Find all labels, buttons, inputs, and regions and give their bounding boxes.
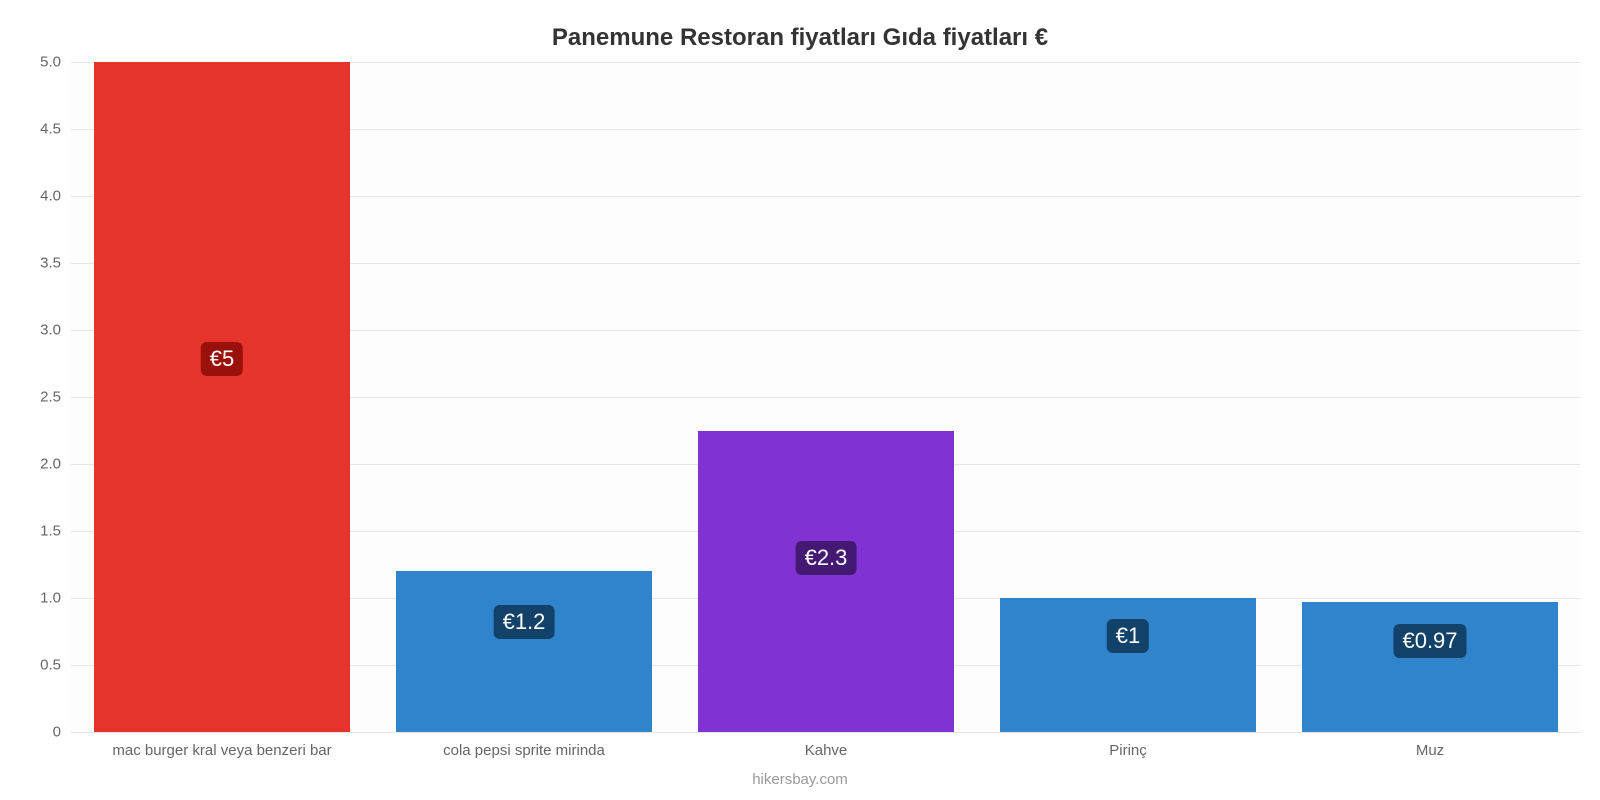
y-tick-label: 2.5 [40, 389, 61, 406]
x-tick-label: cola pepsi sprite mirinda [443, 742, 605, 759]
grid-line [71, 732, 1580, 733]
plot-area: 00.51.01.52.02.53.03.54.04.55.0€5mac bur… [70, 62, 1580, 732]
bar-value-label: €2.3 [796, 541, 857, 575]
source-text: hikersbay.com [0, 771, 1600, 788]
y-tick-label: 1.0 [40, 590, 61, 607]
x-tick-label: Kahve [805, 742, 848, 759]
y-tick-label: 4.5 [40, 121, 61, 138]
bar-value-label: €1 [1107, 619, 1149, 653]
y-tick-label: 4.0 [40, 188, 61, 205]
price-bar-chart: Panemune Restoran fiyatları Gıda fiyatla… [0, 0, 1600, 800]
y-tick-label: 0.5 [40, 657, 61, 674]
bar [94, 62, 351, 732]
y-tick-label: 0 [53, 724, 61, 741]
y-tick-label: 5.0 [40, 54, 61, 71]
bar-value-label: €1.2 [494, 605, 555, 639]
bar-value-label: €0.97 [1393, 624, 1466, 658]
x-tick-label: Pirinç [1109, 742, 1147, 759]
x-tick-label: mac burger kral veya benzeri bar [112, 742, 331, 759]
y-tick-label: 3.0 [40, 322, 61, 339]
y-tick-label: 1.5 [40, 523, 61, 540]
bar [396, 571, 653, 732]
x-tick-label: Muz [1416, 742, 1444, 759]
bar-value-label: €5 [201, 342, 243, 376]
chart-title: Panemune Restoran fiyatları Gıda fiyatla… [0, 24, 1600, 52]
y-tick-label: 3.5 [40, 255, 61, 272]
bar [698, 431, 955, 733]
bar [1302, 602, 1559, 732]
y-tick-label: 2.0 [40, 456, 61, 473]
